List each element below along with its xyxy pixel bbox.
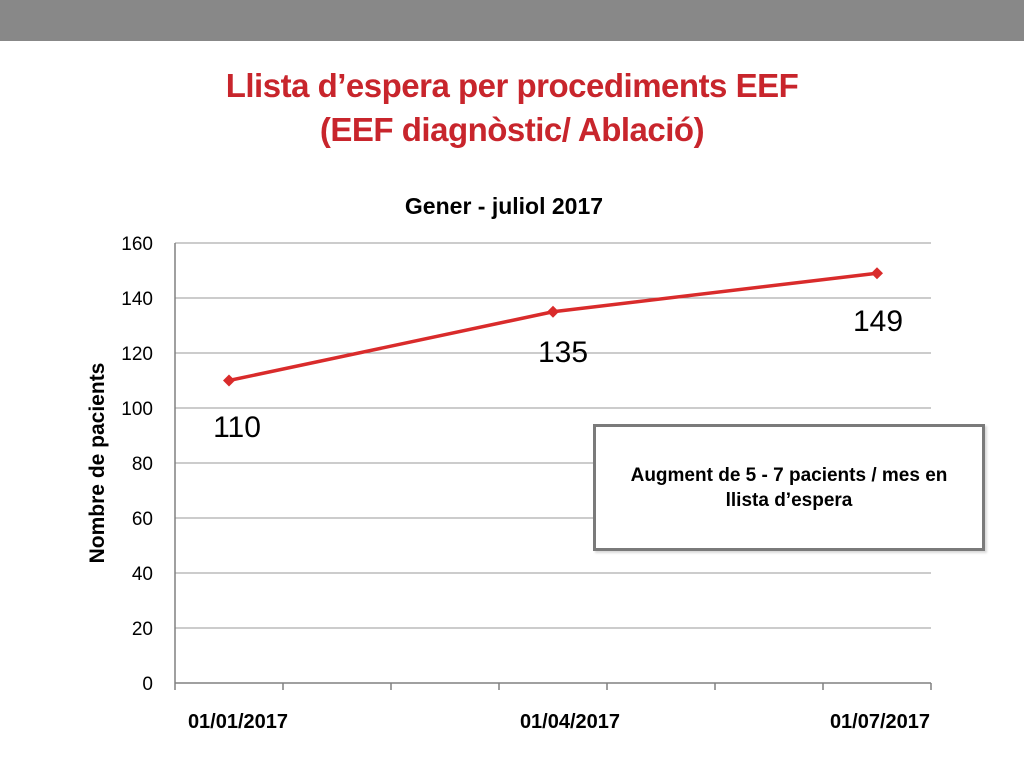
y-tick-label: 0 [142, 674, 153, 695]
slide-title: Llista d’espera per procediments EEF (EE… [0, 64, 1024, 152]
y-tick-label: 120 [121, 344, 153, 365]
series-layer [223, 267, 883, 387]
y-tick-label: 20 [132, 619, 153, 640]
data-label: 110 [213, 411, 261, 444]
chart-title: Gener - juliol 2017 [405, 193, 603, 219]
data-labels: 110 135 149 [213, 305, 903, 444]
y-tick-label: 40 [132, 564, 153, 585]
data-label: 149 [853, 305, 903, 338]
slide-title-line2: (EEF diagnòstic/ Ablació) [319, 111, 705, 148]
y-tick-label: 60 [132, 509, 153, 530]
x-tick-label: 01/01/2017 [188, 711, 288, 733]
data-label: 135 [538, 336, 588, 369]
y-tick-label: 100 [121, 399, 153, 420]
y-tick-label: 160 [121, 234, 153, 255]
axes [174, 243, 932, 690]
x-tick-label: 01/04/2017 [520, 711, 620, 733]
tick-labels: 0 20 40 60 80 100 120 140 160 01/01/2017 01/04/201… [121, 234, 930, 733]
y-tick-label: 140 [121, 289, 153, 310]
annotation-box: Augment de 5 - 7 pacients / mes en llist… [593, 424, 985, 551]
data-point [871, 267, 883, 280]
x-tick-label: 01/07/2017 [830, 711, 930, 733]
slide-title-line1: Llista d’espera per procediments EEF [225, 67, 799, 104]
data-point [547, 305, 559, 318]
y-tick-label: 80 [132, 454, 153, 475]
y-axis-label: Nombre de pacients [86, 363, 109, 564]
top-bar [0, 0, 1024, 41]
data-point [223, 374, 235, 387]
